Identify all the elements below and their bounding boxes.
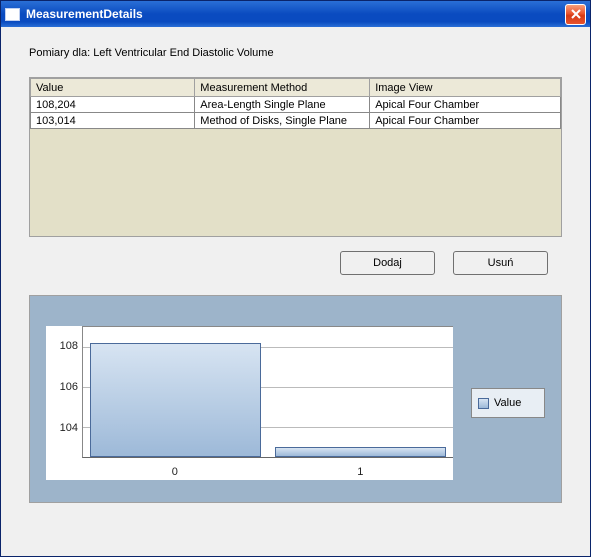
chart-panel: 104 106 108 0 1 Value — [29, 295, 562, 503]
y-axis-label: 106 — [46, 381, 78, 393]
chart-bar — [90, 343, 260, 457]
column-header[interactable]: Measurement Method — [195, 79, 370, 97]
column-header[interactable]: Value — [31, 79, 195, 97]
x-axis-label: 0 — [155, 466, 195, 478]
table-cell: Apical Four Chamber — [370, 97, 561, 113]
add-button[interactable]: Dodaj — [340, 251, 435, 275]
data-grid-panel: ValueMeasurement MethodImage View 108,20… — [29, 77, 562, 237]
close-icon — [571, 9, 581, 19]
x-axis-label: 1 — [340, 466, 380, 478]
legend-swatch — [478, 398, 489, 409]
data-grid[interactable]: ValueMeasurement MethodImage View 108,20… — [30, 78, 561, 129]
chart-grid — [82, 326, 453, 458]
remove-button[interactable]: Usuń — [453, 251, 548, 275]
table-row[interactable]: 108,204Area-Length Single PlaneApical Fo… — [31, 97, 561, 113]
table-row[interactable]: 103,014Method of Disks, Single PlaneApic… — [31, 113, 561, 129]
chart-plot: 104 106 108 0 1 — [46, 326, 453, 480]
button-row: Dodaj Usuń — [29, 251, 562, 275]
title-bar: MeasurementDetails — [1, 1, 590, 27]
chart-bar — [275, 447, 445, 457]
legend-label: Value — [494, 397, 521, 409]
table-cell: Area-Length Single Plane — [195, 97, 370, 113]
client-area: Pomiary dla: Left Ventricular End Diasto… — [1, 27, 590, 556]
table-cell: 103,014 — [31, 113, 195, 129]
y-axis-label: 108 — [46, 340, 78, 352]
app-icon — [5, 8, 20, 21]
column-header[interactable]: Image View — [370, 79, 561, 97]
table-cell: 108,204 — [31, 97, 195, 113]
chart-legend: Value — [471, 388, 545, 418]
window-title: MeasurementDetails — [26, 7, 565, 21]
table-cell: Apical Four Chamber — [370, 113, 561, 129]
table-cell: Method of Disks, Single Plane — [195, 113, 370, 129]
grid-header-row: ValueMeasurement MethodImage View — [31, 79, 561, 97]
header-label: Pomiary dla: Left Ventricular End Diasto… — [29, 47, 562, 59]
close-button[interactable] — [565, 4, 586, 25]
y-axis-label: 104 — [46, 422, 78, 434]
